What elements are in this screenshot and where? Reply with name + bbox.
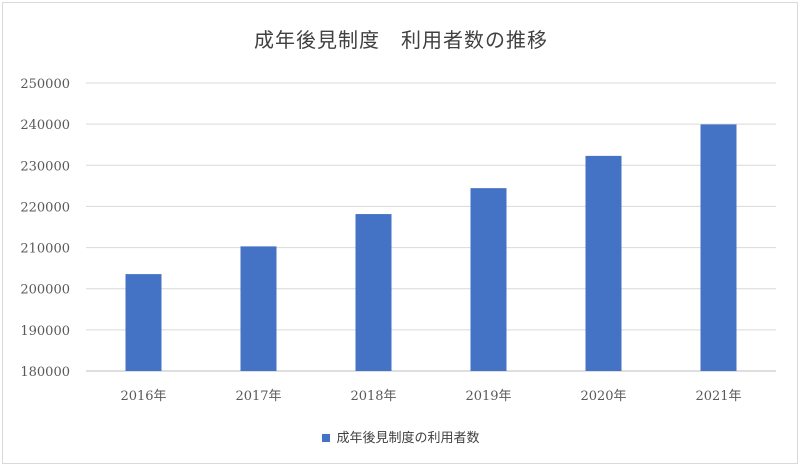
bar <box>355 214 392 371</box>
legend-swatch <box>322 433 331 442</box>
y-tick-label: 180000 <box>20 365 70 380</box>
y-tick-label: 250000 <box>20 77 70 92</box>
bar <box>125 274 162 371</box>
bar <box>700 124 737 371</box>
chart-frame <box>2 2 798 464</box>
bar <box>240 246 277 371</box>
legend: 成年後見制度の利用者数 <box>0 427 802 446</box>
y-tick-label: 240000 <box>20 118 70 133</box>
y-tick-label: 190000 <box>20 324 70 339</box>
legend-label: 成年後見制度の利用者数 <box>336 431 480 446</box>
x-tick-label: 2016年 <box>120 389 166 404</box>
y-tick-label: 210000 <box>20 242 70 257</box>
y-tick-label: 200000 <box>20 283 70 298</box>
chart-title: 成年後見制度 利用者数の推移 <box>254 28 548 52</box>
x-tick-label: 2018年 <box>350 389 396 404</box>
y-tick-label: 230000 <box>20 159 70 174</box>
y-tick-label: 220000 <box>20 200 70 215</box>
bar <box>470 188 507 371</box>
x-tick-label: 2020年 <box>580 389 626 404</box>
x-tick-label: 2021年 <box>695 389 741 404</box>
x-tick-label: 2017年 <box>235 389 281 404</box>
x-tick-label: 2019年 <box>465 389 511 404</box>
bar <box>585 155 622 371</box>
